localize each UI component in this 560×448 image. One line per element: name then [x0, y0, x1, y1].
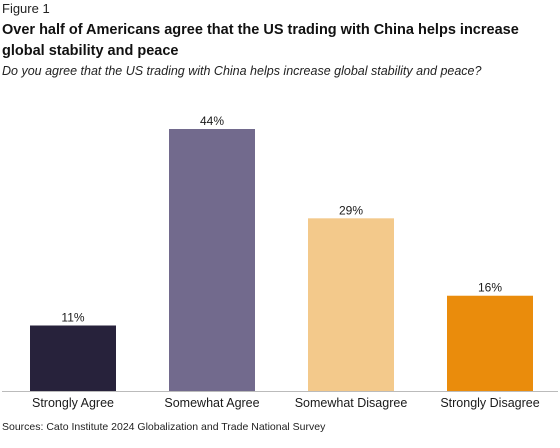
chart-subtitle: Do you agree that the US trading with Ch…: [2, 64, 482, 78]
category-label: Strongly Agree: [32, 396, 114, 410]
data-label: 29%: [339, 203, 363, 217]
data-label: 16%: [478, 281, 502, 295]
figure-label: Figure 1: [2, 1, 50, 16]
chart-title: Over half of Americans agree that the US…: [2, 22, 519, 59]
category-label: Somewhat Agree: [164, 396, 259, 410]
bar-strongly-disagree: [447, 295, 533, 391]
bar-somewhat-disagree: [308, 218, 394, 391]
data-label: 11%: [61, 311, 84, 325]
bar-somewhat-agree: [169, 129, 255, 391]
bar-strongly-agree: [30, 325, 116, 391]
category-label: Strongly Disagree: [440, 396, 539, 410]
data-label: 44%: [200, 114, 224, 128]
source-note: Sources: Cato Institute 2024 Globalizati…: [2, 421, 326, 433]
category-label: Somewhat Disagree: [295, 396, 408, 410]
